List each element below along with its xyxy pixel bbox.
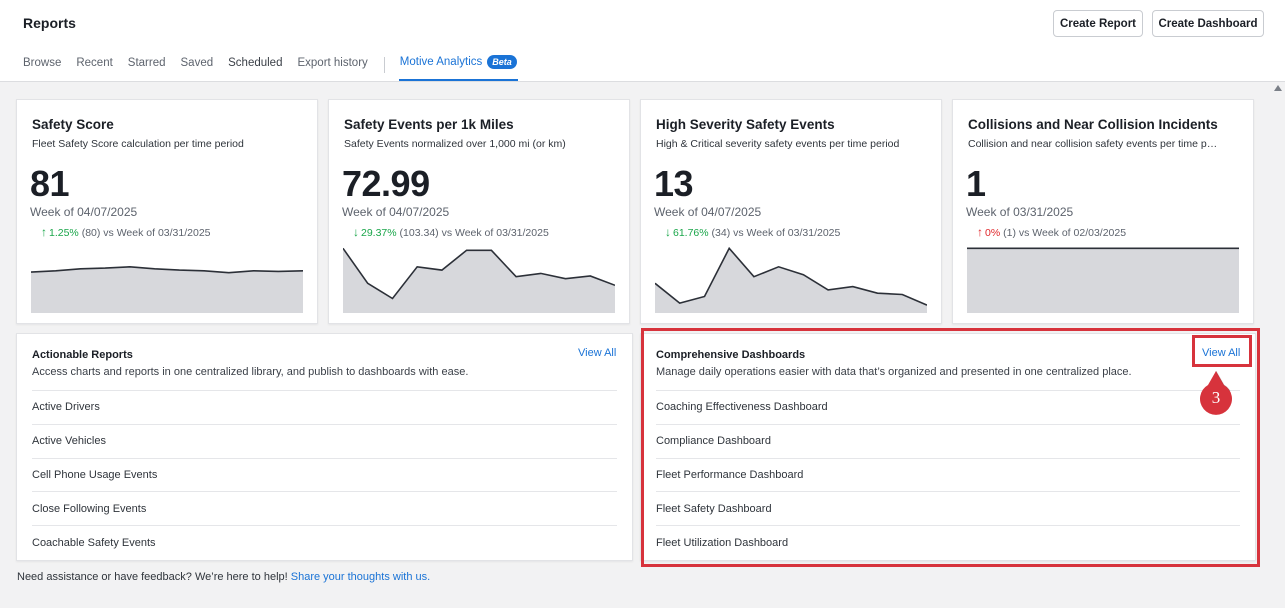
metric-change-text: (1) vs Week of 02/03/2025 [1003, 227, 1127, 239]
list-item[interactable]: Close Following Events [32, 491, 617, 525]
actionable-reports-card: Actionable Reports Access charts and rep… [16, 333, 633, 561]
tab-recent[interactable]: Recent [76, 57, 113, 69]
metric-week: Week of 04/07/2025 [30, 205, 138, 219]
metric-card-high-severity[interactable]: High Severity Safety Events High & Criti… [640, 99, 942, 324]
section-title: Actionable Reports [32, 349, 133, 361]
metric-card-safety-score[interactable]: Safety Score Fleet Safety Score calculat… [16, 99, 318, 324]
metric-week: Week of 04/07/2025 [342, 205, 450, 219]
metric-title: Collisions and Near Collision Incidents [968, 117, 1218, 132]
section-description: Manage daily operations easier with data… [656, 366, 1132, 378]
comprehensive-dashboards-card: Comprehensive Dashboards Manage daily op… [640, 333, 1256, 561]
list-item[interactable]: Coachable Safety Events [32, 525, 617, 559]
metric-title: Safety Events per 1k Miles [344, 117, 514, 132]
tab-export-history[interactable]: Export history [297, 57, 368, 69]
list-item[interactable]: Fleet Performance Dashboard [656, 457, 1240, 492]
arrow-up-icon: ↑ [977, 225, 983, 239]
metric-change-text: (103.34) vs Week of 03/31/2025 [399, 227, 549, 239]
metric-card-safety-events[interactable]: Safety Events per 1k Miles Safety Events… [328, 99, 630, 324]
highlight-box-dashboards [641, 328, 1260, 567]
footer-text: Need assistance or have feedback? We’re … [17, 571, 291, 583]
metric-change: ↑ 0% (1) vs Week of 02/03/2025 [977, 225, 1126, 239]
scroll-up-arrow-icon[interactable] [1274, 85, 1282, 91]
metric-value: 1 [966, 163, 986, 204]
highlight-box-view-all [1192, 335, 1252, 367]
metric-value: 81 [30, 163, 70, 204]
sparkline-line [31, 265, 303, 274]
list-item[interactable]: Cell Phone Usage Events [32, 457, 617, 492]
list-item[interactable]: Active Vehicles [32, 423, 617, 458]
metric-subtitle: Collision and near collision safety even… [968, 138, 1218, 150]
tab-motive-analytics[interactable]: Motive Analytics Beta [398, 55, 518, 81]
sparkline-line [655, 247, 927, 306]
step-number: 3 [1211, 388, 1221, 407]
metric-title: High Severity Safety Events [656, 117, 835, 132]
step-callout-marker-icon [1200, 371, 1232, 415]
metric-subtitle: Safety Events normalized over 1,000 mi (… [344, 138, 566, 150]
metric-change-text: (80) vs Week of 03/31/2025 [81, 227, 211, 239]
metric-change: ↓ 61.76% (34) vs Week of 03/31/2025 [665, 225, 840, 239]
sparkline-area [343, 248, 615, 313]
sparkline-chart [655, 247, 927, 313]
view-all-link[interactable]: View All [578, 347, 617, 359]
metric-week: Week of 03/31/2025 [966, 205, 1074, 219]
metric-subtitle: High & Critical severity safety events p… [656, 138, 900, 150]
arrow-down-icon: ↓ [353, 225, 359, 239]
tab-starred[interactable]: Starred [127, 57, 166, 69]
feedback-link[interactable]: Share your thoughts with us. [290, 571, 431, 583]
sparkline-chart [343, 247, 615, 313]
report-tabs: Browse Recent Starred Saved Scheduled Ex… [23, 55, 533, 82]
top-bar: Reports Create Report Create Dashboard B… [0, 0, 1285, 82]
list-item[interactable]: Fleet Utilization Dashboard [656, 525, 1240, 559]
page-title: Reports [23, 15, 76, 31]
sparkline-chart [967, 247, 1239, 313]
sparkline-area [655, 248, 927, 313]
tab-divider [383, 57, 385, 73]
metric-change-pct: 0% [985, 227, 1001, 239]
tab-scheduled[interactable]: Scheduled [228, 57, 283, 69]
list-item[interactable]: Coaching Effectiveness Dashboard [656, 390, 1240, 424]
sparkline-area [31, 266, 303, 313]
sparkline-area [967, 248, 1239, 313]
list-item[interactable]: Compliance Dashboard [656, 423, 1240, 458]
view-all-link[interactable]: View All [1202, 347, 1241, 359]
dashboard-list: Coaching Effectiveness Dashboard Complia… [656, 390, 1240, 559]
metric-change-pct: 29.37% [361, 227, 397, 239]
metric-value: 72.99 [342, 163, 430, 204]
metric-card-collisions[interactable]: Collisions and Near Collision Incidents … [952, 99, 1254, 324]
metric-title: Safety Score [32, 117, 114, 132]
section-description: Access charts and reports in one central… [32, 366, 469, 378]
metric-change-pct: 61.76% [673, 227, 709, 239]
sparkline-chart [31, 265, 303, 313]
beta-badge: Beta [487, 55, 517, 69]
sparkline-line [343, 247, 615, 300]
metric-change-pct: 1.25% [49, 227, 79, 239]
list-item[interactable]: Fleet Safety Dashboard [656, 491, 1240, 525]
metric-week: Week of 04/07/2025 [654, 205, 762, 219]
tab-saved[interactable]: Saved [180, 57, 214, 69]
metric-subtitle: Fleet Safety Score calculation per time … [32, 138, 244, 150]
arrow-up-icon: ↑ [41, 225, 47, 239]
tab-browse[interactable]: Browse [23, 57, 62, 69]
list-item[interactable]: Active Drivers [32, 390, 617, 424]
tab-label: Motive Analytics [399, 56, 483, 68]
create-dashboard-button[interactable]: Create Dashboard [1152, 10, 1264, 37]
report-list: Active Drivers Active Vehicles Cell Phon… [32, 390, 617, 559]
metric-change-text: (34) vs Week of 03/31/2025 [711, 227, 841, 239]
metric-change: ↑ 1.25% (80) vs Week of 03/31/2025 [41, 225, 211, 239]
arrow-down-icon: ↓ [665, 225, 671, 239]
footer-help: Need assistance or have feedback? We’re … [17, 571, 430, 583]
section-title: Comprehensive Dashboards [656, 349, 806, 361]
create-report-button[interactable]: Create Report [1053, 10, 1143, 37]
metric-value: 13 [654, 163, 694, 204]
metric-change: ↓ 29.37% (103.34) vs Week of 03/31/2025 [353, 225, 549, 239]
